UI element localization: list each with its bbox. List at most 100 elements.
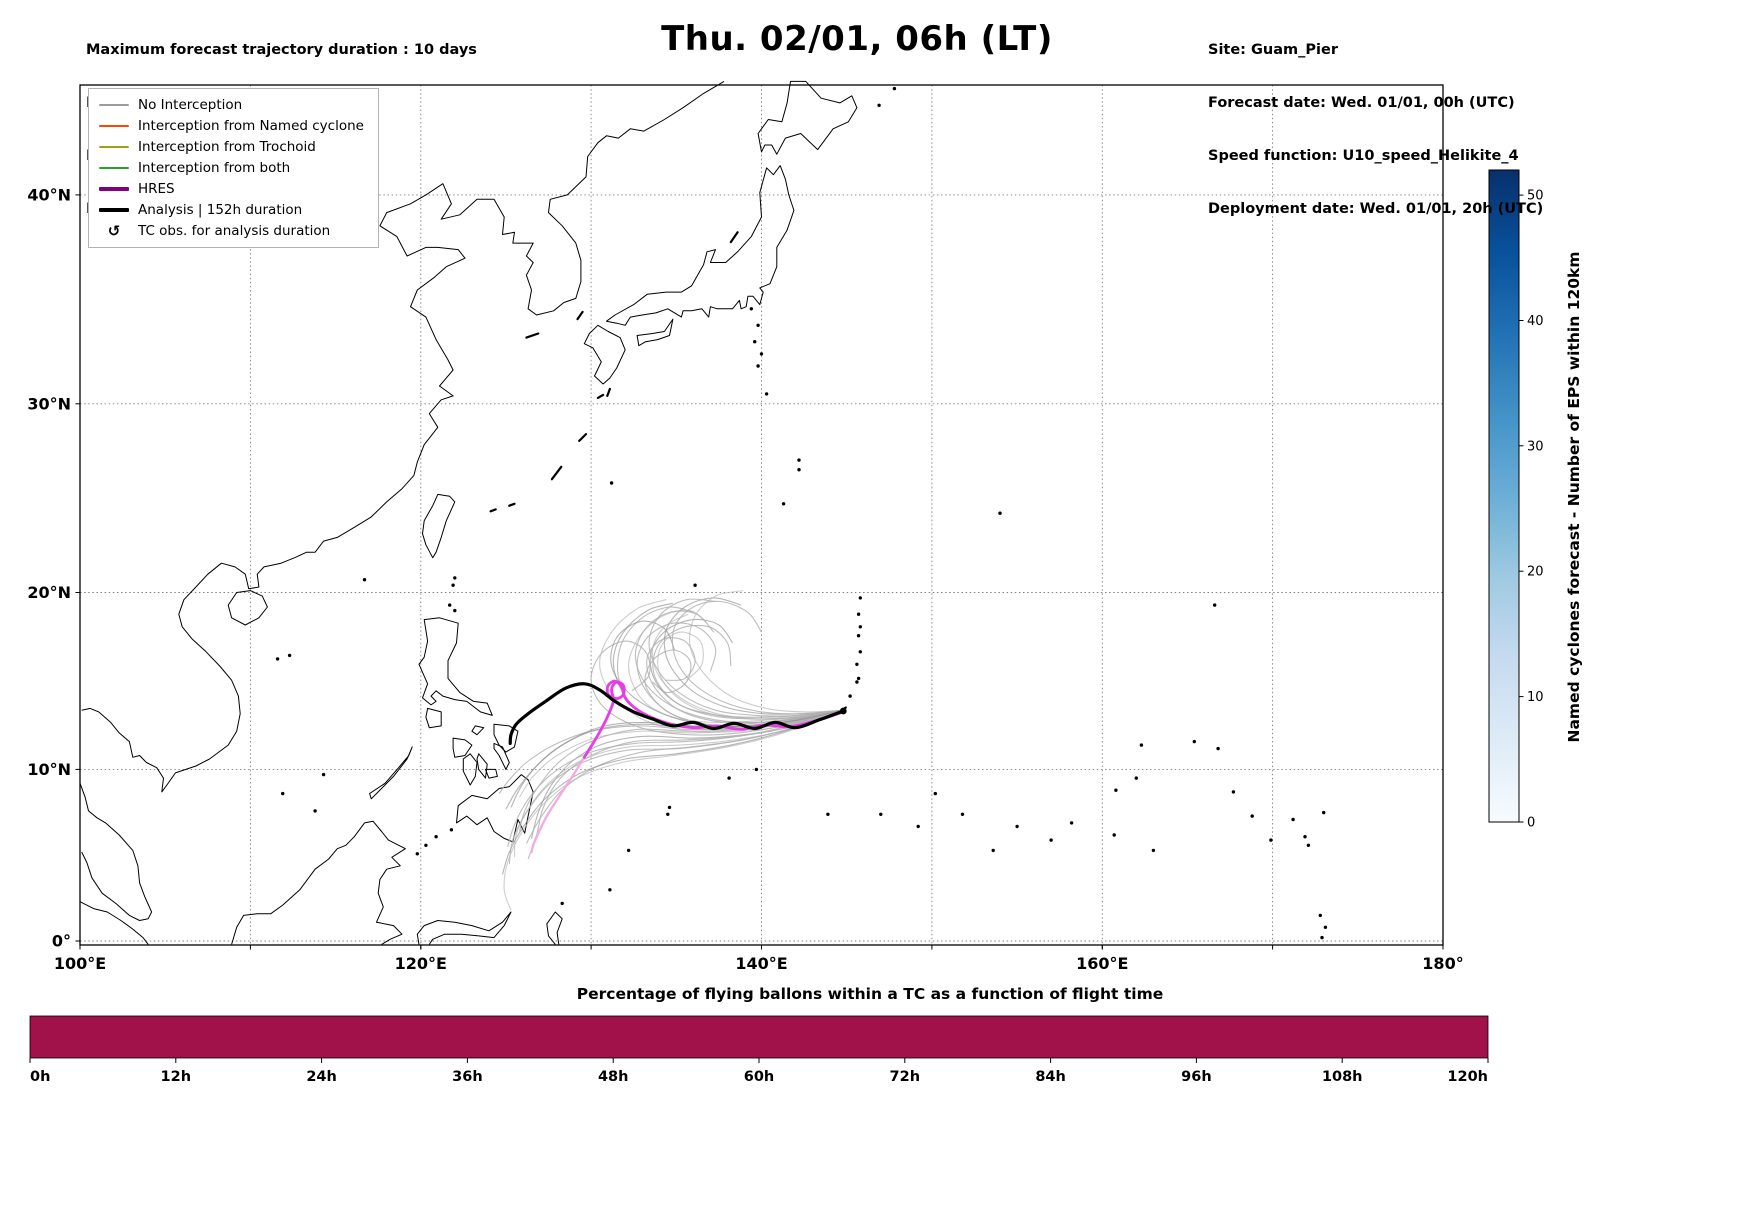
island-segment: [508, 502, 516, 507]
island-segment: [525, 332, 540, 339]
header-right-line-3: Speed function: U10_speed_Helikite_4: [1208, 147, 1519, 164]
coastline-mindanao: [456, 774, 534, 843]
island-dot: [448, 603, 452, 607]
hres-trajectory: [530, 679, 845, 854]
legend-item: Interception from Trochoid: [99, 139, 364, 155]
coastline-negros: [462, 753, 478, 786]
analysis-trajectory: [508, 682, 847, 745]
island-dot: [281, 791, 285, 796]
coastline-sumatra: [79, 901, 149, 945]
island-segment: [576, 310, 584, 321]
island-dot: [560, 901, 564, 906]
hres-track-tail: [530, 756, 586, 854]
island-dot: [449, 828, 454, 832]
y-tick-label: 10°N: [27, 760, 71, 779]
legend-label: Analysis | 152h duration: [138, 202, 303, 218]
island-dot: [321, 772, 326, 777]
island-dot: [858, 596, 862, 600]
island-dot: [1269, 838, 1273, 842]
colorbar-bar: [1488, 169, 1520, 823]
coastline-panay: [452, 737, 473, 758]
flight-time-tick-label: 12h: [161, 1069, 192, 1085]
coastline-mindoro: [425, 707, 442, 729]
island-dot: [1151, 848, 1156, 853]
legend-label: Interception from Named cyclone: [138, 118, 364, 134]
legend-line-swatch: [99, 125, 129, 127]
island-dot: [749, 307, 753, 311]
colorbar-tick-label: 50: [1527, 189, 1544, 204]
island-dot: [826, 812, 830, 816]
island-segment: [550, 465, 563, 481]
x-tick-label: 120°E: [395, 954, 447, 973]
island-dot: [797, 458, 801, 462]
coastline-masbate: [471, 725, 485, 736]
legend-item: HRES: [99, 181, 364, 197]
flight-time-tick-label: 48h: [598, 1069, 629, 1085]
colorbar-tick-label: 20: [1527, 565, 1544, 580]
island-dot: [759, 352, 764, 356]
flight-time-tick-label: 72h: [890, 1069, 921, 1085]
island-dot: [1114, 788, 1118, 792]
header-left-line-1: Maximum forecast trajectory duration : 1…: [86, 42, 477, 59]
island-dot: [892, 86, 897, 91]
island-dot: [858, 625, 862, 629]
island-dot: [453, 608, 457, 613]
island-segment: [606, 387, 611, 397]
flight-time-bar: 0h 12h 24h 36h 48h 60h 72h 84h 96h 108h 120h: [29, 1015, 1489, 1085]
ensemble-track: [649, 618, 844, 718]
island-dot: [693, 583, 697, 587]
coastline-luzon: [418, 617, 493, 716]
coastline-taiwan: [422, 493, 456, 559]
island-dot: [1306, 843, 1311, 847]
ensemble-track: [634, 610, 844, 723]
header-right-line-1: Site: Guam_Pier: [1208, 42, 1338, 59]
island-dot: [1291, 817, 1295, 822]
island-dot: [287, 653, 292, 658]
island-dot: [754, 767, 759, 772]
header-right: Site: Guam_Pier Forecast date: Wed. 01/0…: [1208, 7, 1543, 253]
ensemble-track: [671, 600, 844, 715]
coastlines: [79, 80, 858, 945]
x-tick-label: 180°: [1422, 954, 1463, 973]
island-dot: [879, 812, 883, 816]
island-segment: [578, 433, 588, 442]
legend-item: Interception from Named cyclone: [99, 118, 364, 134]
figure-title: Thu. 02/01, 06h (LT): [661, 19, 1053, 59]
coastline-hainan: [227, 590, 268, 626]
header-right-line-2: Forecast date: Wed. 01/01, 00h (UTC): [1208, 94, 1515, 111]
island-dot: [858, 650, 862, 654]
coastline-honshu: [606, 165, 795, 326]
island-dot: [453, 576, 457, 580]
island-dot: [756, 323, 760, 327]
flight-time-chart-title: Percentage of flying ballons within a TC…: [576, 985, 1164, 1003]
legend-label: TC obs. for analysis duration: [138, 223, 331, 239]
coastline-samar: [493, 723, 519, 753]
legend-item: ↺ TC obs. for analysis duration: [99, 222, 364, 240]
flight-time-tick-label: 108h: [1322, 1069, 1363, 1085]
island-dot: [877, 103, 881, 108]
colorbar-title: Named cyclones forecast - Number of EPS …: [1565, 251, 1583, 743]
coastline-palawan: [369, 746, 413, 800]
coastline-cebu: [476, 753, 488, 779]
coastline-bohol: [485, 768, 498, 779]
x-tick-label: 160°E: [1076, 954, 1128, 973]
island-dot: [1192, 739, 1197, 744]
island-dot: [998, 511, 1002, 515]
island-dot: [424, 843, 428, 847]
ensemble-track: [628, 609, 844, 724]
flight-time-tick-label: 96h: [1181, 1069, 1212, 1085]
flight-time-tick-label: 0h: [30, 1069, 50, 1085]
legend-label: Interception from both: [138, 160, 291, 176]
island-dot: [855, 662, 859, 666]
coastline-kyushu: [583, 324, 626, 385]
map-legend: No Interception Interception from Named c…: [88, 88, 379, 248]
island-dot: [1069, 821, 1074, 825]
island-dot: [609, 481, 614, 485]
header-right-line-4: Deployment date: Wed. 01/01, 20h (UTC): [1208, 200, 1544, 217]
coastline-sulawesi: [416, 911, 512, 945]
legend-line-swatch: [99, 208, 129, 212]
ensemble-track: [648, 598, 844, 717]
islands: [275, 86, 1328, 940]
